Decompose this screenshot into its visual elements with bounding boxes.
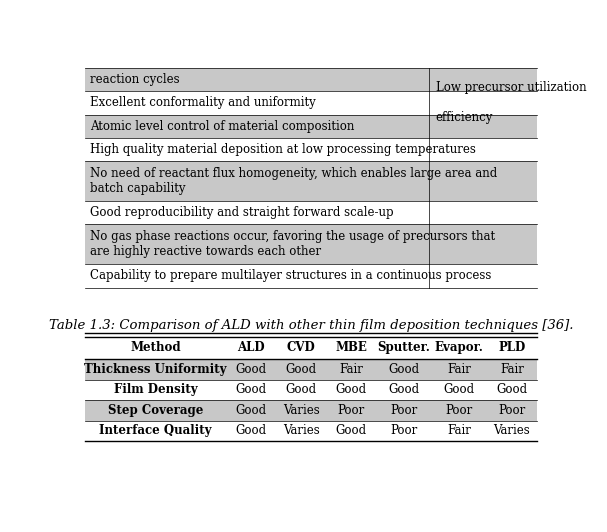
FancyBboxPatch shape bbox=[85, 264, 429, 287]
Text: Poor: Poor bbox=[390, 425, 418, 437]
Text: High quality material deposition at low processing temperatures: High quality material deposition at low … bbox=[90, 143, 476, 156]
Text: Poor: Poor bbox=[498, 404, 526, 417]
Text: Good: Good bbox=[388, 363, 419, 376]
Text: Good: Good bbox=[236, 425, 266, 437]
FancyBboxPatch shape bbox=[429, 68, 537, 92]
Text: Good reproducibility and straight forward scale-up: Good reproducibility and straight forwar… bbox=[90, 206, 393, 219]
Text: Fair: Fair bbox=[447, 363, 471, 376]
Text: Sputter.: Sputter. bbox=[378, 342, 430, 354]
Text: Good: Good bbox=[497, 384, 527, 396]
Text: Evapor.: Evapor. bbox=[435, 342, 484, 354]
Text: Atomic level control of material composition: Atomic level control of material composi… bbox=[90, 120, 354, 133]
Text: Good: Good bbox=[285, 363, 317, 376]
Text: Varies: Varies bbox=[283, 404, 319, 417]
Text: Poor: Poor bbox=[390, 404, 418, 417]
FancyBboxPatch shape bbox=[85, 161, 429, 201]
Text: Excellent conformality and uniformity: Excellent conformality and uniformity bbox=[90, 96, 316, 110]
Text: Fair: Fair bbox=[339, 363, 363, 376]
Text: Good: Good bbox=[236, 363, 266, 376]
Text: No gas phase reactions occur, favoring the usage of precursors that
are highly r: No gas phase reactions occur, favoring t… bbox=[90, 230, 495, 259]
FancyBboxPatch shape bbox=[85, 400, 537, 421]
Text: Good: Good bbox=[236, 384, 266, 396]
Text: Good: Good bbox=[336, 384, 367, 396]
Text: Good: Good bbox=[236, 404, 266, 417]
Text: CVD: CVD bbox=[287, 342, 316, 354]
Text: Poor: Poor bbox=[446, 404, 473, 417]
Text: Interface Quality: Interface Quality bbox=[100, 425, 212, 437]
Text: ALD: ALD bbox=[237, 342, 265, 354]
FancyBboxPatch shape bbox=[85, 201, 429, 225]
Text: Fair: Fair bbox=[500, 363, 524, 376]
Text: Low precursor utilization

efficiency: Low precursor utilization efficiency bbox=[436, 81, 586, 124]
FancyBboxPatch shape bbox=[85, 225, 429, 264]
Text: Step Coverage: Step Coverage bbox=[108, 404, 203, 417]
FancyBboxPatch shape bbox=[85, 138, 429, 161]
Text: PLD: PLD bbox=[498, 342, 526, 354]
Text: Varies: Varies bbox=[493, 425, 530, 437]
FancyBboxPatch shape bbox=[429, 114, 537, 138]
Text: Good: Good bbox=[388, 384, 419, 396]
Text: Fair: Fair bbox=[447, 425, 471, 437]
Text: No need of reactant flux homogeneity, which enables large area and
batch capabil: No need of reactant flux homogeneity, wh… bbox=[90, 167, 497, 195]
FancyBboxPatch shape bbox=[85, 359, 537, 380]
FancyBboxPatch shape bbox=[429, 264, 537, 287]
Text: Film Density: Film Density bbox=[114, 384, 197, 396]
Text: Good: Good bbox=[336, 425, 367, 437]
FancyBboxPatch shape bbox=[429, 92, 537, 114]
Text: MBE: MBE bbox=[335, 342, 367, 354]
FancyBboxPatch shape bbox=[429, 138, 537, 161]
Text: Good: Good bbox=[285, 384, 317, 396]
FancyBboxPatch shape bbox=[85, 114, 429, 138]
Text: Thickness Uniformity: Thickness Uniformity bbox=[84, 363, 227, 376]
FancyBboxPatch shape bbox=[429, 225, 537, 264]
FancyBboxPatch shape bbox=[85, 68, 429, 92]
FancyBboxPatch shape bbox=[429, 201, 537, 225]
Text: Method: Method bbox=[131, 342, 181, 354]
Text: Table 1.3: Comparison of ALD with other thin film deposition techniques [36].: Table 1.3: Comparison of ALD with other … bbox=[49, 319, 574, 332]
Text: Poor: Poor bbox=[337, 404, 365, 417]
FancyBboxPatch shape bbox=[429, 161, 537, 201]
Text: Capability to prepare multilayer structures in a continuous process: Capability to prepare multilayer structu… bbox=[90, 269, 491, 282]
Text: Varies: Varies bbox=[283, 425, 319, 437]
Text: reaction cycles: reaction cycles bbox=[90, 73, 180, 86]
Text: Good: Good bbox=[444, 384, 475, 396]
FancyBboxPatch shape bbox=[85, 92, 429, 114]
